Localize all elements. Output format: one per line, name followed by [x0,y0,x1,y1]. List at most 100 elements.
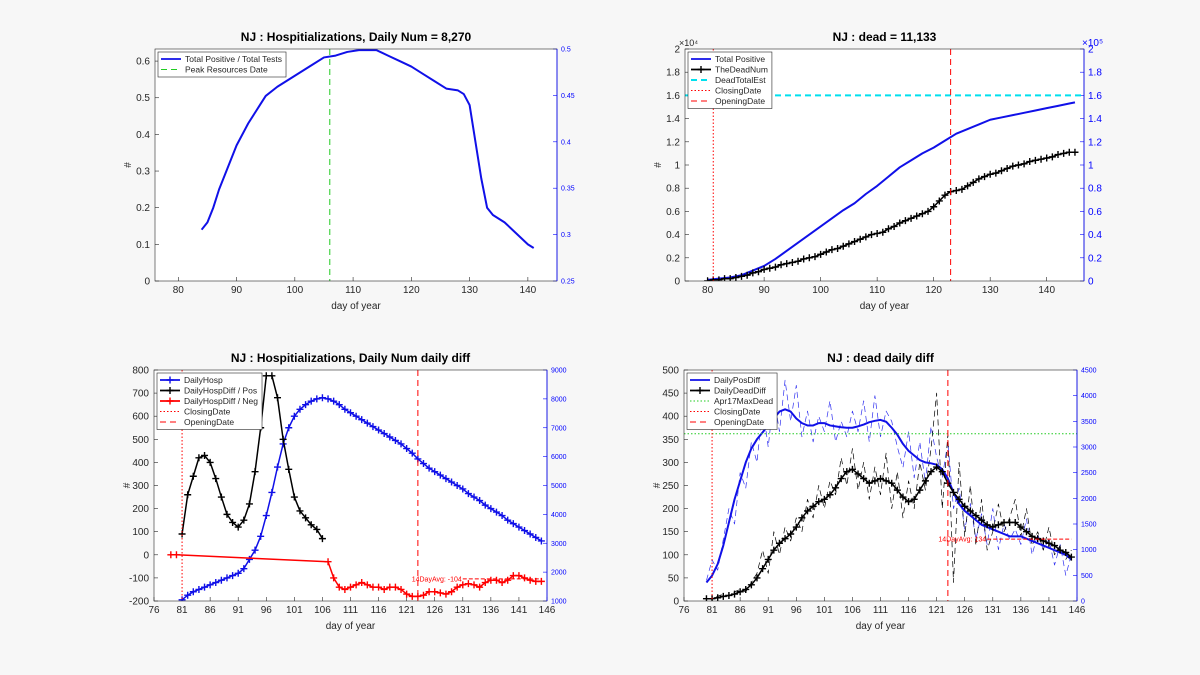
x-tick-label: 80 [173,285,185,296]
plus-marker [229,518,237,526]
y-tick-label: 0 [143,550,149,561]
plus-marker [736,588,744,596]
y2-tick-label: 0.5 [561,47,571,54]
x-tick-label: 130 [982,285,999,296]
plus-marker [296,507,304,515]
y2-tick-label: 0.3 [561,232,571,239]
legend-marker [696,387,704,394]
plus-marker [759,565,767,573]
plus-marker [212,579,220,587]
plus-marker [1011,518,1019,526]
plus-marker [464,580,472,588]
plus-marker [403,590,411,598]
plus-marker [240,565,248,573]
plus-marker [274,394,282,402]
legend-marker [697,66,705,73]
plus-marker [302,514,310,522]
plus-marker [1071,148,1079,156]
plus-marker [223,510,231,518]
x-tick-label: 136 [1013,605,1030,616]
plus-marker [901,217,909,225]
plus-marker [992,169,1000,177]
y2-tick-label: 1.4 [1088,114,1102,125]
plus-marker [431,588,439,596]
plus-marker [206,581,214,589]
y-tick-label: 700 [132,389,149,400]
plus-marker [775,539,783,547]
plus-marker [498,512,506,520]
plus-marker [860,475,868,483]
plus-marker [1022,528,1030,536]
x-tick-label: 81 [707,605,719,616]
y2-tick-label: 3500 [1081,419,1097,426]
plus-marker [1048,153,1056,161]
plus-marker [408,449,416,457]
y-tick-label: 0.5 [136,93,150,104]
plus-marker [837,475,845,483]
plus-marker [290,412,298,420]
plus-marker [172,551,180,559]
x-tick-label: 146 [1069,605,1086,616]
legend-label: DailyHospDiff / Neg [184,396,258,406]
plus-marker [704,277,712,281]
plus-marker [1045,539,1053,547]
legend-label: OpeningDate [184,417,234,427]
plus-marker [969,178,977,186]
plus-marker [1020,160,1028,168]
y2-tick-label: 1000 [551,599,567,606]
plus-marker [403,445,411,453]
plus-marker [788,258,796,266]
plus-marker [738,272,746,280]
y-exponent: ×10⁴ [679,38,698,48]
plus-marker [436,589,444,597]
plus-marker [521,527,529,535]
plus-marker [753,574,761,582]
plus-marker [1051,542,1059,550]
plus-marker [251,546,259,554]
plus-marker [279,435,287,443]
plus-marker [865,479,873,487]
y2-tick-label: 8000 [551,396,567,403]
plus-marker [341,585,349,593]
y-tick-label: 50 [668,573,680,584]
y2-tick-label: 0.35 [561,186,575,193]
x-axis-label: day of year [331,301,381,312]
series-line [181,375,324,540]
plus-marker [352,412,360,420]
plus-marker [978,516,986,524]
plus-marker [419,460,427,468]
plus-marker [933,463,941,471]
legend-label: DailyHospDiff / Pos [184,386,257,396]
plus-marker [442,475,450,483]
x-tick-label: 81 [177,605,189,616]
x-tick-label: 90 [759,285,771,296]
plus-marker [868,231,876,239]
y-tick-label: 0.4 [136,130,150,141]
plus-marker [206,458,214,466]
plus-marker [966,507,974,515]
plus-marker [358,416,366,424]
plus-marker [884,225,892,233]
plus-marker [532,533,540,541]
y2-tick-label: 1500 [1081,522,1097,529]
plus-marker [1043,154,1051,162]
plus-marker [719,592,727,600]
y-tick-label: 500 [132,435,149,446]
plus-marker [375,426,383,434]
plus-marker [726,275,734,281]
y2-tick-label: 1 [1088,161,1094,172]
plot-content: 14DayAvg: -104 [167,370,545,601]
plus-marker [848,465,856,473]
plus-marker [732,274,740,281]
legend-label: DailyHosp [184,375,223,385]
x-tick-label: 90 [231,285,243,296]
legend-label: TheDeadNum [715,65,768,75]
legend-label: Total Positive / Total Tests [185,54,282,64]
plus-marker [766,264,774,272]
plus-marker [826,491,834,499]
plus-marker [537,577,545,585]
plus-marker [907,214,915,222]
